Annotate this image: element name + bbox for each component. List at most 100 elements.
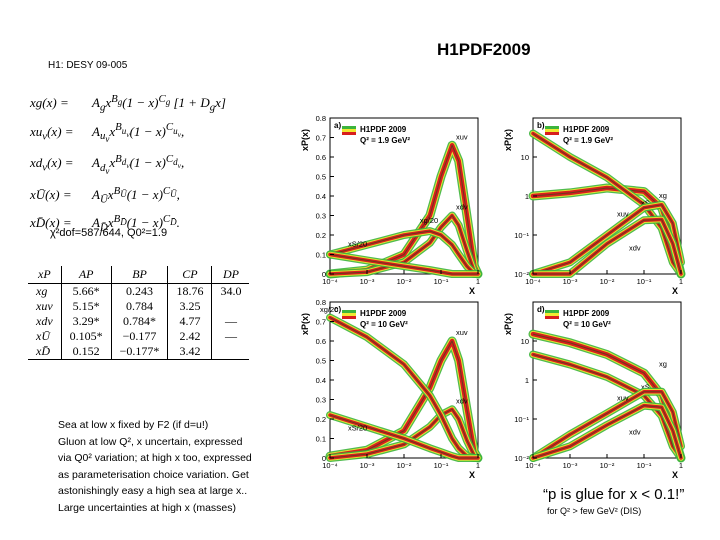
x-tick-label: 10⁻⁴ bbox=[322, 461, 338, 470]
y-tick-label: 10 bbox=[521, 337, 529, 346]
x-axis-label: X bbox=[672, 286, 678, 296]
series-label: xuv bbox=[617, 209, 629, 218]
column-header: DP bbox=[211, 266, 250, 284]
y-tick-label: 0.6 bbox=[316, 153, 326, 162]
series-line bbox=[532, 405, 682, 459]
legend-swatch bbox=[545, 316, 559, 319]
y-axis-label: xP(x) bbox=[503, 129, 513, 151]
y-tick-label: 10⁻² bbox=[514, 454, 529, 463]
equation-uv: xuv(x) = AuvxBuv(1 − x)Cuv, bbox=[30, 118, 226, 150]
y-axis-label: xP(x) bbox=[503, 313, 513, 335]
series-label: xg bbox=[659, 191, 667, 200]
y-tick-label: 10⁻² bbox=[514, 270, 529, 279]
series-line bbox=[329, 414, 478, 459]
y-tick-label: 0.8 bbox=[316, 114, 326, 123]
legend-title: H1PDF 2009 bbox=[360, 309, 407, 318]
legend-swatch bbox=[342, 310, 356, 313]
table-cell: 3.25 bbox=[167, 299, 213, 314]
series-label: xuv bbox=[617, 393, 629, 402]
x-tick-label: 1 bbox=[476, 461, 480, 470]
x-tick-label: 10⁻² bbox=[397, 277, 412, 286]
y-tick-label: 0.1 bbox=[316, 251, 326, 260]
x-tick-label: 1 bbox=[679, 277, 683, 286]
series-label: xuv bbox=[456, 132, 468, 141]
legend-swatch bbox=[342, 316, 356, 319]
y-tick-label: 1 bbox=[525, 192, 529, 201]
table-cell: −0.177* bbox=[111, 344, 169, 360]
series-label: xg/20 bbox=[320, 305, 338, 314]
table-cell: xdv bbox=[28, 314, 62, 329]
table-cell: 18.76 bbox=[167, 283, 213, 299]
table-cell: 0.152 bbox=[61, 344, 112, 360]
table-cell: 0.784* bbox=[111, 314, 169, 329]
x-tick-label: 10⁻³ bbox=[563, 461, 578, 470]
table-cell: 0.243 bbox=[111, 283, 169, 299]
series-label: xdv bbox=[456, 203, 468, 212]
parameterisation-equations: xg(x) = AgxBg(1 − x)Cg [1 + Dgx] xuv(x) =… bbox=[30, 90, 226, 238]
column-header: CP bbox=[167, 266, 213, 284]
equation-rhs: AuvxBuv(1 − x)Cuv, bbox=[92, 121, 185, 145]
series-label: xdv bbox=[629, 244, 641, 253]
table-cell: xŪ bbox=[28, 329, 62, 344]
legend-q2: Q² = 1.9 GeV² bbox=[563, 136, 613, 145]
series-label: xdv bbox=[629, 428, 641, 437]
x-tick-label: 10⁻² bbox=[397, 461, 412, 470]
legend-title: H1PDF 2009 bbox=[563, 125, 610, 134]
table-row: xŪ 0.105* −0.177 2.42 — bbox=[28, 329, 249, 344]
x-tick-label: 10⁻¹ bbox=[434, 277, 449, 286]
y-tick-label: 0.2 bbox=[316, 415, 326, 424]
y-tick-label: 0.8 bbox=[316, 298, 326, 307]
note-line: astonishingly easy a high sea at large x… bbox=[58, 485, 248, 497]
table-cell: xg bbox=[28, 283, 62, 299]
series-line bbox=[329, 254, 478, 275]
y-tick-label: 0.7 bbox=[316, 318, 326, 327]
x-tick-label: 10⁻⁴ bbox=[525, 461, 541, 470]
equation-lhs: xuv(x) = bbox=[30, 123, 74, 143]
x-tick-label: 10⁻² bbox=[600, 461, 615, 470]
table-cell: −0.177 bbox=[111, 329, 169, 344]
parameter-table: xP AP BP CP DP xg 5.66* 0.243 18.76 34.0… bbox=[28, 266, 250, 360]
series-label: xg/20 bbox=[420, 216, 438, 225]
x-axis-label: X bbox=[469, 470, 475, 480]
legend-swatch bbox=[545, 129, 559, 132]
y-tick-label: 0 bbox=[322, 454, 326, 463]
y-tick-label: 0.4 bbox=[316, 376, 326, 385]
table-cell: 34.0 bbox=[220, 284, 242, 298]
x-axis-label: X bbox=[469, 286, 475, 296]
table-header-row: xP AP BP CP DP bbox=[28, 266, 250, 284]
table-cell: 5.15* bbox=[61, 299, 112, 314]
panel-label: b) bbox=[537, 121, 545, 130]
table-cell: 5.66* bbox=[61, 283, 112, 299]
x-tick-label: 10⁻⁴ bbox=[322, 277, 338, 286]
reference-label: H1: DESY 09-005 bbox=[48, 60, 128, 71]
y-tick-label: 0.3 bbox=[316, 212, 326, 221]
x-tick-label: 10⁻¹ bbox=[637, 461, 652, 470]
table-cell: — bbox=[224, 314, 237, 328]
table-cell: 3.29* bbox=[61, 314, 112, 329]
equation-lhs: xdv(x) = bbox=[30, 155, 74, 174]
x-tick-label: 10⁻² bbox=[600, 277, 615, 286]
y-tick-label: 0.6 bbox=[316, 337, 326, 346]
equation-dbar: xD̄(x) = AD̄xBD̄(1 − x)CD̄. bbox=[30, 210, 226, 238]
note-line: Large uncertainties at high x (masses) bbox=[58, 501, 237, 514]
column-header: xP bbox=[28, 266, 62, 284]
legend-swatch bbox=[342, 129, 356, 132]
y-tick-label: 0.4 bbox=[316, 192, 326, 201]
table-cell bbox=[211, 344, 250, 360]
series-label: xS/20 bbox=[348, 424, 367, 433]
x-tick-label: 1 bbox=[476, 277, 480, 286]
x-tick-label: 10⁻³ bbox=[360, 277, 375, 286]
y-tick-label: 0.3 bbox=[316, 396, 326, 405]
y-tick-label: 0 bbox=[322, 270, 326, 279]
table-row: xD̄ 0.152 −0.177* 3.42 bbox=[28, 344, 250, 360]
equation-lhs: xD̄(x) = bbox=[30, 215, 72, 231]
legend-title: H1PDF 2009 bbox=[563, 309, 610, 318]
series-line bbox=[532, 391, 682, 459]
table-cell: 0.105* bbox=[61, 329, 112, 344]
legend-swatch bbox=[342, 313, 356, 316]
panel-label: a) bbox=[334, 121, 341, 130]
note-line: Sea at low x fixed by F2 (if d=u!) bbox=[58, 419, 209, 431]
equation-rhs: AŪxBŪ(1 − x)CŪ, bbox=[92, 184, 180, 206]
panel-label: d) bbox=[537, 305, 545, 314]
